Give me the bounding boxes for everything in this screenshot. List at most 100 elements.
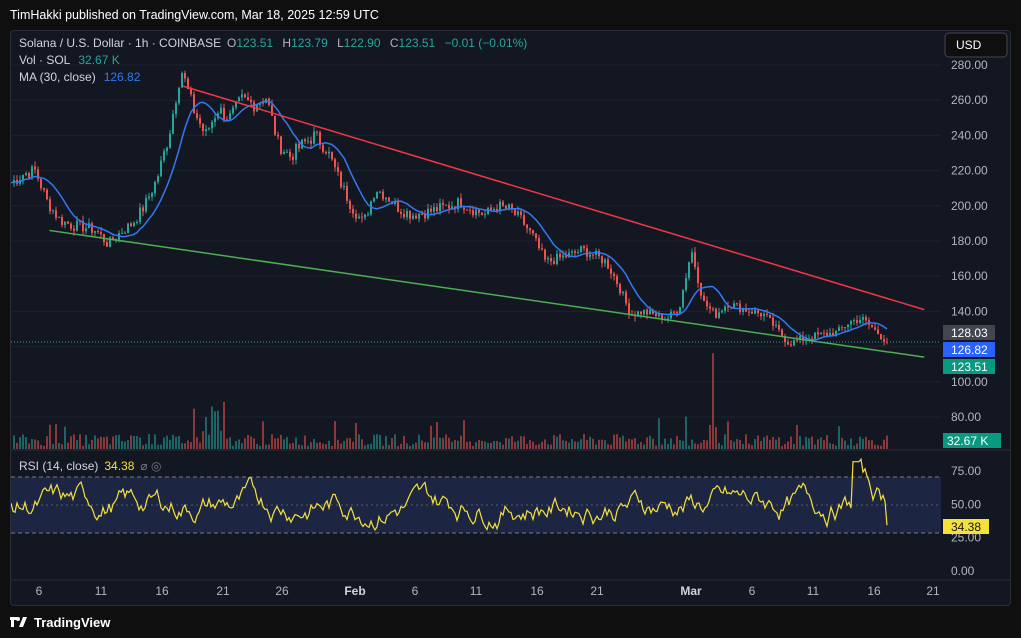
candle-body (478, 209, 480, 213)
candle-body (286, 151, 288, 153)
chart-frame[interactable]: 80.00100.00120.00140.00160.00180.00200.0… (10, 30, 1011, 606)
volume-bar (16, 442, 18, 449)
candle-body (325, 151, 327, 154)
volume-bar (373, 434, 375, 449)
candle-body (394, 200, 396, 204)
volume-bar (31, 439, 33, 449)
volume-bar (298, 444, 300, 449)
volume-bar (472, 445, 474, 449)
candle-body (406, 210, 408, 218)
volume-bar (502, 444, 504, 449)
candle-body (883, 339, 885, 342)
chart-svg[interactable]: 80.00100.00120.00140.00160.00180.00200.0… (11, 31, 1010, 605)
volume-bar (100, 436, 102, 449)
volume-value: 32.67 K (78, 53, 119, 67)
candle-body (520, 211, 522, 216)
volume-bar (796, 425, 798, 449)
volume-bar (139, 437, 141, 449)
volume-bar (181, 443, 183, 449)
candle-body (508, 204, 510, 209)
volume-bar (289, 443, 291, 449)
badge-ma: 126.82 (943, 342, 995, 357)
candle-body (463, 207, 465, 210)
currency-label[interactable]: USD (956, 38, 982, 52)
volume-bar (238, 439, 240, 449)
volume-bar (22, 434, 24, 449)
price-tick: 140.00 (951, 304, 988, 318)
volume-bar (232, 445, 234, 449)
badge-volume-text: 32.67 K (947, 434, 988, 448)
candle-body (313, 131, 315, 144)
candle-body (400, 211, 402, 214)
candle-body (709, 306, 711, 309)
volume-bar (424, 442, 426, 449)
candle-body (202, 123, 204, 132)
volume-label: Vol · SOL (19, 53, 71, 67)
candle-body (754, 310, 756, 314)
volume-bar (868, 440, 870, 449)
volume-bar (841, 437, 843, 449)
candle-body (535, 233, 537, 239)
volume-bar (40, 444, 42, 449)
volume-bar (664, 438, 666, 449)
resistance-trendline[interactable] (182, 85, 925, 311)
volume-bar (460, 435, 462, 449)
volume-bar (637, 444, 639, 449)
candle-body (379, 191, 381, 193)
candle-body (127, 223, 129, 233)
candle-body (121, 232, 123, 234)
time-axis[interactable]: 6 11 16 21 26 Feb 6 11 16 21 Mar 6 11 16 21 (36, 584, 940, 598)
volume-bar (25, 437, 27, 449)
support-trendline[interactable] (49, 229, 925, 358)
candle-body (628, 303, 630, 315)
candle-body (109, 237, 111, 247)
volume-bar (490, 442, 492, 449)
volume-bar (280, 434, 282, 449)
candle-body (523, 215, 525, 225)
volume-bar (61, 444, 63, 449)
time-tick: 16 (867, 584, 881, 598)
volume-bar (535, 444, 537, 449)
volume-bar (721, 445, 723, 449)
high-label: H (282, 36, 291, 50)
candle-body (244, 94, 246, 98)
volume-bar (706, 440, 708, 449)
candle-body (106, 242, 108, 247)
volume-bar (484, 441, 486, 449)
volume-bar (508, 438, 510, 449)
candle-body (334, 159, 336, 168)
candle-body (655, 313, 657, 317)
volume-bar (751, 445, 753, 449)
candle-body (82, 220, 84, 232)
price-tick: 280.00 (951, 58, 988, 72)
volume-bar (580, 439, 582, 449)
price-tick: 220.00 (951, 164, 988, 178)
grid (11, 64, 941, 418)
volume-bar (865, 436, 867, 449)
volume-bar (799, 436, 801, 449)
currency-button[interactable]: USD (944, 32, 1008, 58)
candle-body (364, 214, 366, 218)
footer-brand[interactable]: TradingView (34, 614, 111, 630)
candle-body (880, 333, 882, 340)
candle-body (397, 200, 399, 212)
candle-body (724, 306, 726, 311)
time-tick: 6 (36, 584, 43, 598)
candle-body (658, 313, 660, 317)
rsi-value: 34.38 (104, 459, 134, 473)
legend-ohlc: O123.51 H123.79 L122.90 C123.51 −0.01 (−… (227, 36, 527, 50)
candle-body (229, 113, 231, 120)
close-label: C (390, 36, 399, 50)
candle-body (58, 216, 60, 218)
volume-bar (220, 430, 222, 449)
rsi-axis[interactable]: 0.00 25.00 50.00 75.00 (951, 464, 981, 578)
volume-bar (43, 445, 45, 449)
candle-body (673, 311, 675, 313)
candle-body (622, 291, 624, 294)
candle-body (232, 107, 234, 114)
footer[interactable]: TradingView (10, 612, 110, 632)
volume-bar (334, 421, 336, 449)
volume-bar (790, 436, 792, 449)
candle-body (751, 311, 753, 314)
volume-bar (787, 441, 789, 449)
